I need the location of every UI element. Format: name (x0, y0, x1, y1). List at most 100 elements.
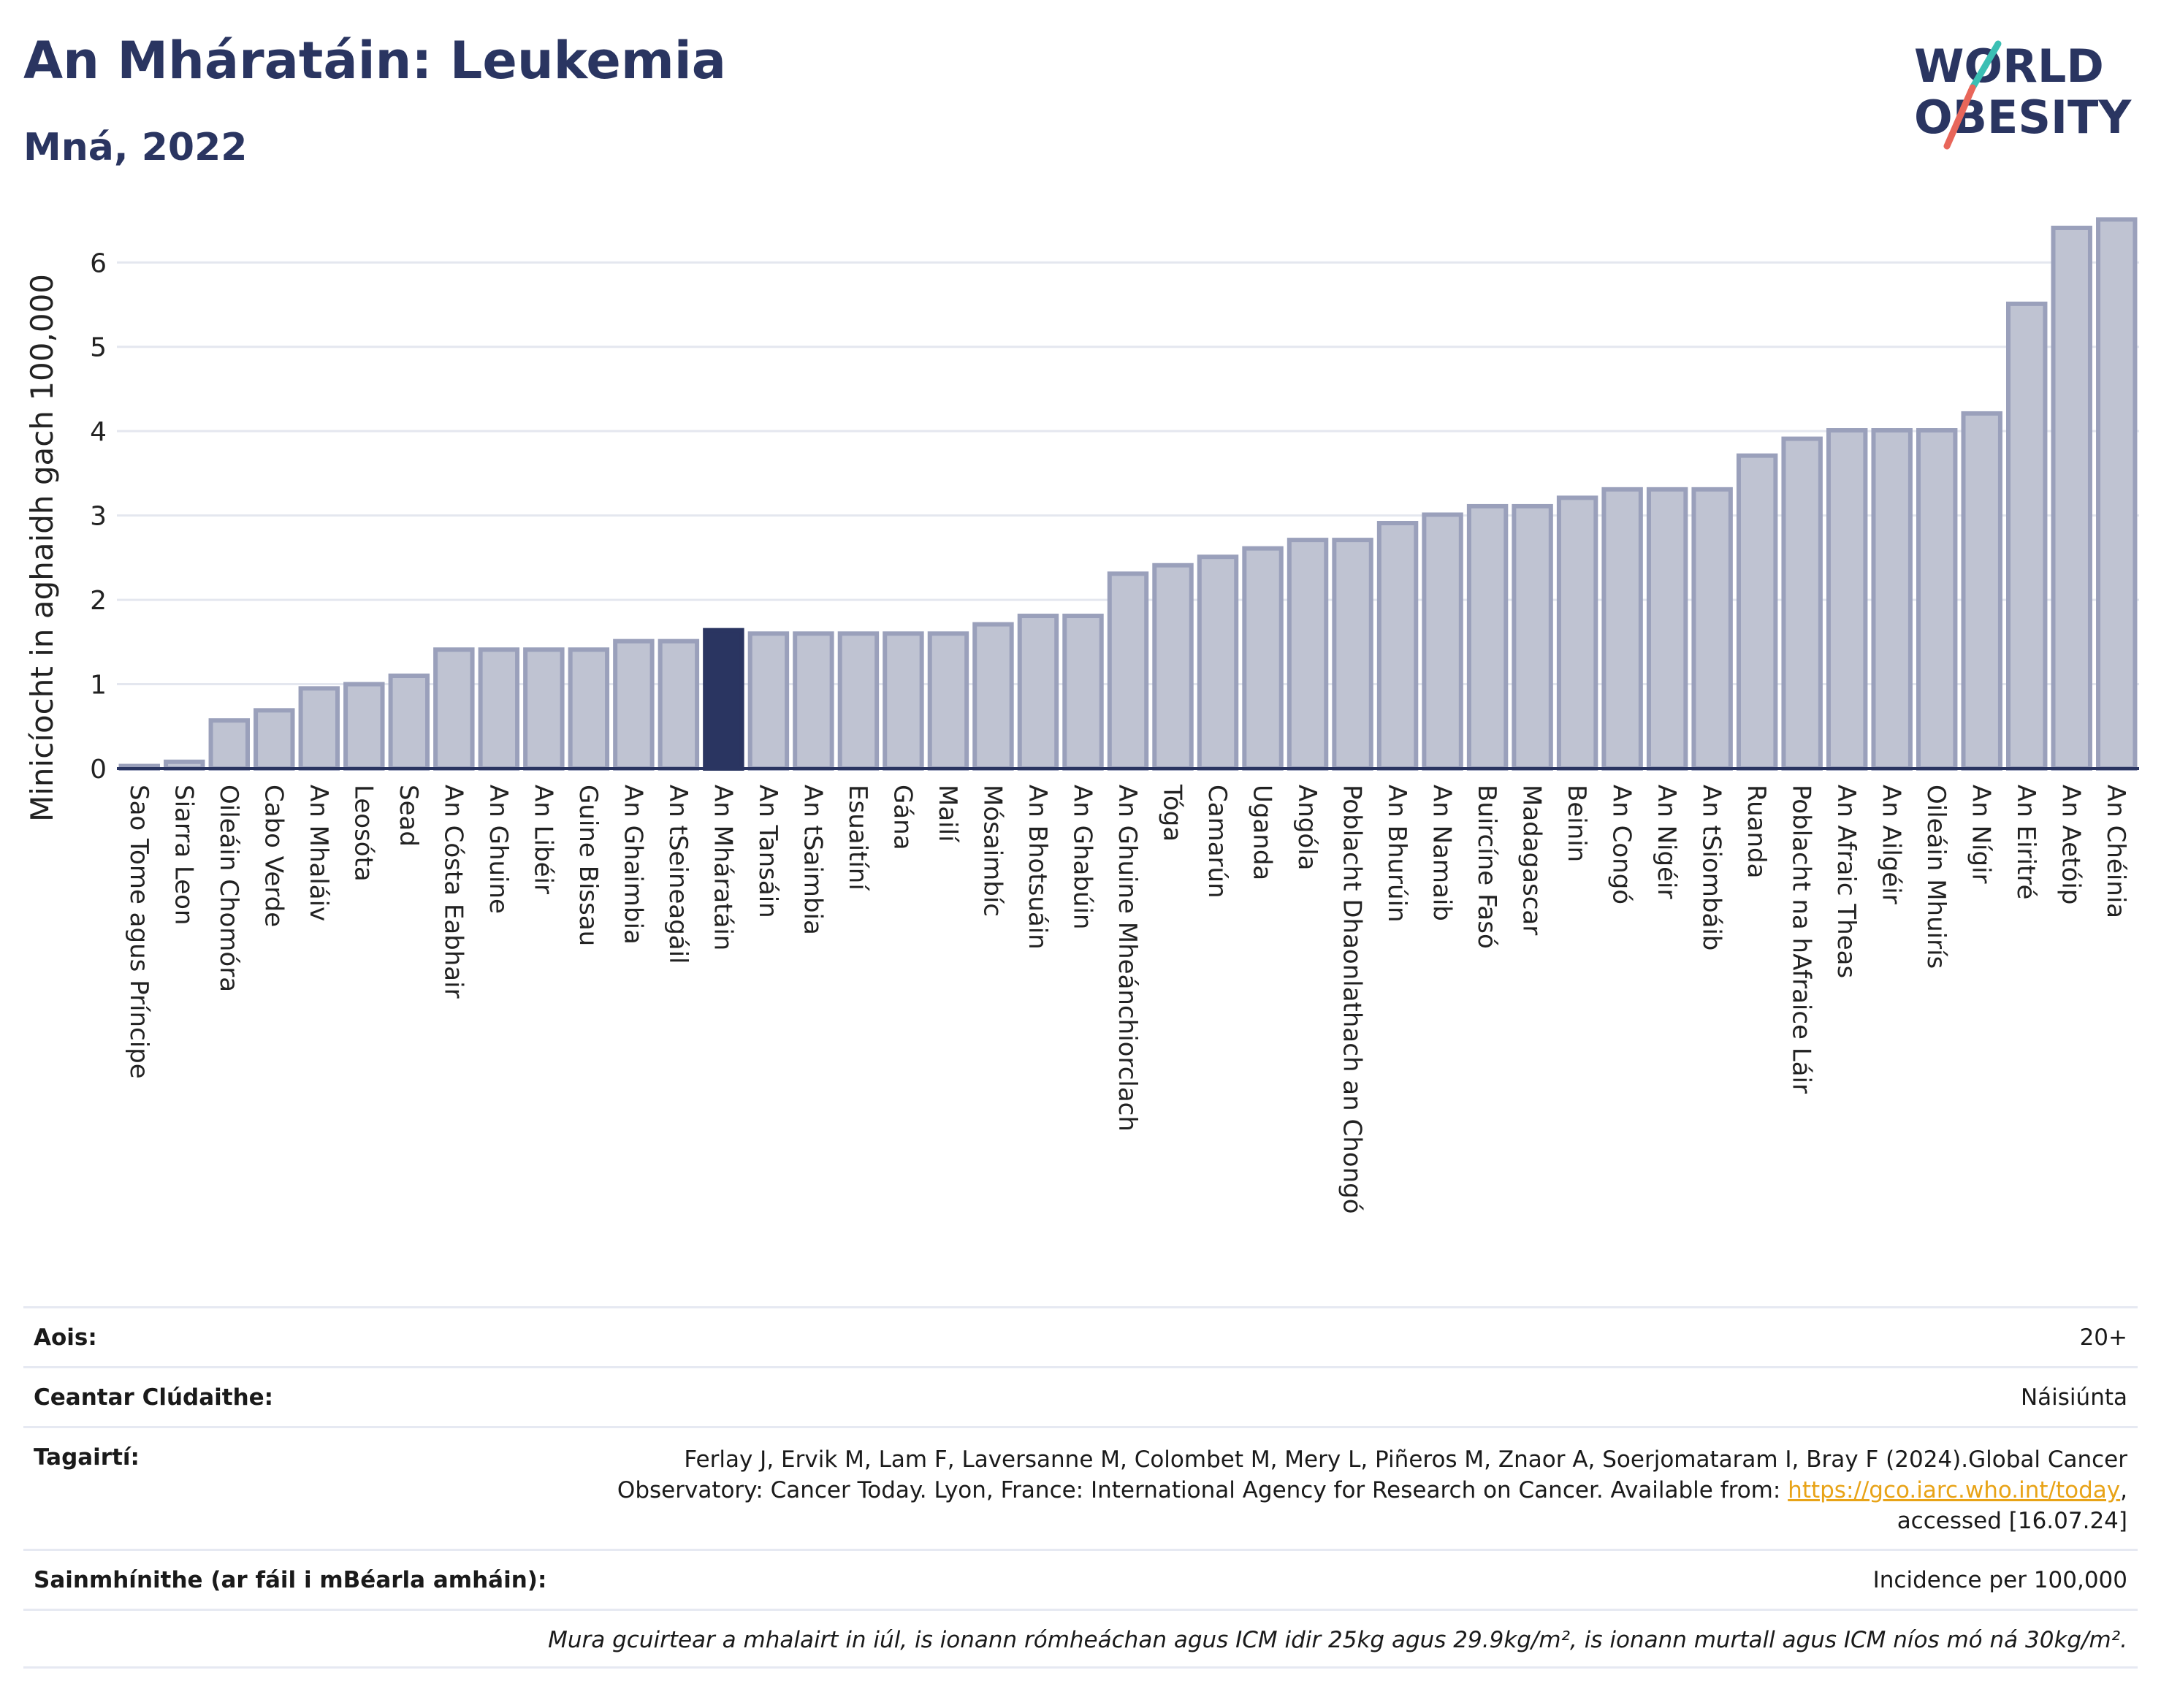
y-axis-label: Minicíocht in aghaidh gach 100,000 (24, 274, 60, 822)
bar[interactable] (703, 628, 744, 771)
x-tick-label: An Tansáin (753, 785, 782, 918)
definitions-value: Incidence per 100,000 (1872, 1567, 2127, 1593)
bar[interactable] (388, 674, 430, 771)
bar[interactable] (208, 718, 250, 771)
y-tick-label: 4 (90, 417, 107, 447)
x-tick-label: An Libéir (528, 785, 557, 894)
bar[interactable] (1017, 614, 1059, 771)
x-tick-label: Esuaitíní (843, 785, 872, 891)
x-tick-label: An Mhaláiv (304, 785, 333, 921)
bar[interactable] (793, 631, 834, 771)
y-tick-label: 0 (90, 755, 107, 785)
bar[interactable] (837, 631, 880, 771)
bar[interactable] (523, 647, 565, 771)
age-value: 20+ (2079, 1324, 2127, 1351)
info-table: Aois: 20+ Ceantar Clúdaithe: Náisiúnta T… (23, 1306, 2138, 1669)
bar[interactable] (2006, 301, 2048, 771)
bar[interactable] (1556, 495, 1598, 771)
y-tick-label: 2 (90, 586, 107, 616)
x-tick-label: An Nigéir (1652, 785, 1681, 899)
x-tick-label: An Mháratáin (708, 785, 737, 950)
bar[interactable] (343, 682, 385, 771)
page-title: An Mháratáin: Leukemia (23, 31, 726, 91)
x-tick-label: An Cósta Eabhair (438, 785, 468, 999)
x-tick-label: Gána (888, 785, 917, 850)
bar[interactable] (568, 647, 610, 771)
x-tick-label: An Eiritré (2011, 785, 2040, 899)
y-tick-label: 1 (90, 671, 107, 701)
bar[interactable] (1871, 428, 1913, 771)
bar[interactable] (1512, 503, 1553, 771)
x-tick-label: Camarún (1203, 785, 1232, 899)
logo-slash-red (1943, 84, 1976, 150)
bar[interactable] (658, 638, 700, 771)
x-tick-label: An Namaib (1428, 785, 1457, 921)
y-tick-label: 5 (90, 333, 107, 363)
bar[interactable] (883, 631, 924, 771)
x-tick-label: Tóga (1158, 784, 1187, 842)
bar[interactable] (254, 708, 295, 771)
bar[interactable] (972, 622, 1014, 771)
bar[interactable] (478, 647, 520, 771)
x-tick-label: Mailí (933, 785, 962, 843)
bar[interactable] (1781, 436, 1823, 771)
bar[interactable] (927, 631, 969, 771)
x-tick-label: An Ghabúin (1067, 785, 1097, 929)
x-tick-label: An tSeineagáil (663, 785, 693, 964)
x-tick-label: Beinin (1562, 785, 1591, 862)
age-label: Aois: (34, 1324, 97, 1351)
bar[interactable] (1916, 428, 1958, 771)
bar[interactable] (2096, 217, 2138, 771)
reference-line3: accessed [16.07.24] (1897, 1508, 2127, 1534)
x-tick-label: An Ghuine (484, 785, 513, 914)
bar-chart: 0 1 2 3 4 5 6 Sao Tome agus Príncipe Siarra Leon… (24, 217, 2139, 1214)
bar[interactable] (1736, 453, 1778, 771)
x-tick-label: An Afraic Theas (1832, 785, 1861, 978)
bar[interactable] (1826, 428, 1868, 771)
info-row-references: Tagairtí: Ferlay J, Ervik M, Lam F, Lave… (23, 1426, 2138, 1549)
x-tick-label: Guine Bissau (573, 785, 603, 946)
bar[interactable] (1107, 571, 1149, 771)
bar[interactable] (1197, 554, 1239, 771)
bar[interactable] (1332, 538, 1373, 771)
coverage-label: Ceantar Clúdaithe: (34, 1384, 274, 1411)
bar[interactable] (2051, 225, 2092, 771)
coverage-value: Náisiúnta (2020, 1384, 2127, 1411)
x-tick-label: An tSiombáib (1697, 785, 1726, 950)
bar[interactable] (1062, 614, 1104, 771)
x-tick-label: Mósaimbíc (977, 785, 1007, 917)
x-tick-label: Buircíne Fasó (1472, 785, 1501, 949)
bar[interactable] (1376, 521, 1419, 771)
bar[interactable] (433, 647, 475, 771)
bar[interactable] (1646, 487, 1688, 771)
bar[interactable] (1466, 503, 1509, 771)
x-tick-label: An Bhurúin (1382, 785, 1411, 923)
tick-layer: 0 1 2 3 4 5 6 Sao Tome agus Príncipe Siarra Leon… (90, 248, 2130, 1213)
info-row-age: Aois: 20+ (23, 1306, 2138, 1366)
x-tick-label: Ruanda (1742, 785, 1771, 878)
y-tick-label: 6 (90, 248, 107, 278)
bar[interactable] (298, 686, 340, 771)
bar-layer (117, 217, 2139, 771)
reference-link[interactable]: https://gco.iarc.who.int/today (1788, 1477, 2121, 1503)
info-row-note: Mura gcuirtear a mhalairt in iúl, is ion… (23, 1609, 2138, 1669)
bar[interactable] (1287, 538, 1329, 771)
bar[interactable] (1961, 411, 2002, 771)
bar[interactable] (1422, 512, 1463, 771)
x-tick-label: An Ghaimbia (618, 785, 647, 945)
bar[interactable] (1152, 563, 1194, 771)
bar[interactable] (1601, 487, 1643, 771)
x-tick-label: An tSaimbia (798, 785, 827, 935)
x-tick-label: Oileáin Mhuirís (1921, 785, 1951, 969)
bar[interactable] (613, 638, 655, 771)
x-tick-label: Uganda (1248, 785, 1277, 880)
x-tick-label: Sead (394, 785, 423, 847)
x-tick-label: Siarra Leon (169, 785, 198, 925)
bar[interactable] (1691, 487, 1733, 771)
bar[interactable] (747, 631, 790, 771)
info-row-coverage: Ceantar Clúdaithe: Náisiúnta (23, 1366, 2138, 1426)
x-tick-label: Leosóta (348, 785, 378, 882)
references-value: Ferlay J, Ervik M, Lam F, Laversanne M, … (617, 1444, 2127, 1536)
x-tick-label: Poblacht Dhaonlathach an Chongó (1338, 785, 1367, 1214)
bar[interactable] (1242, 546, 1284, 771)
